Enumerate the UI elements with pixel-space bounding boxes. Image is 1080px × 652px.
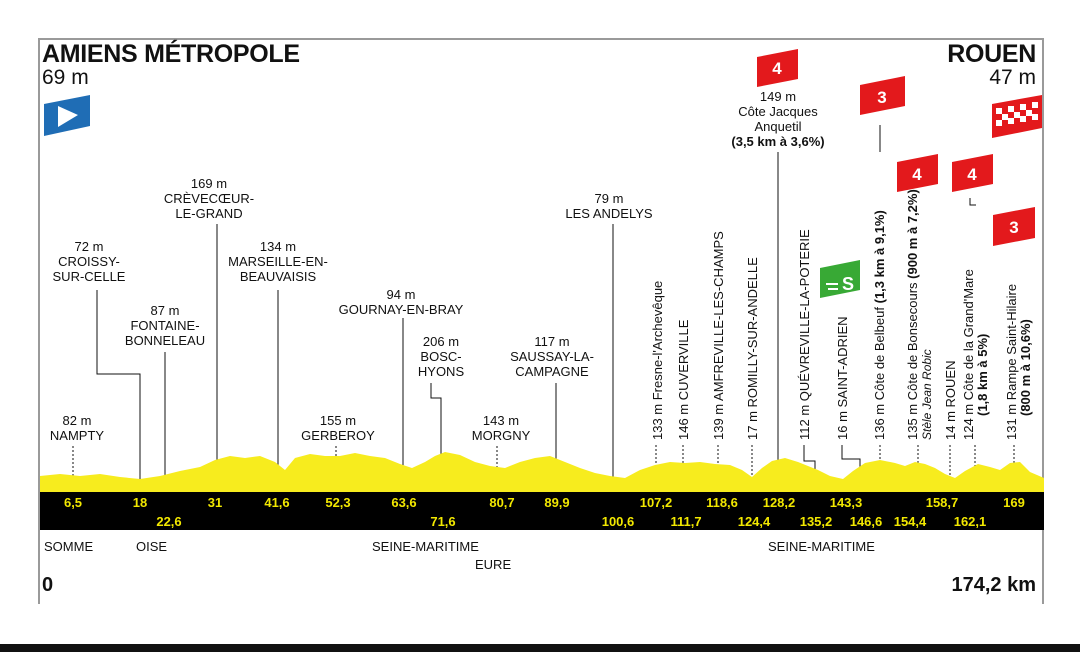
finish-altitude: 47 m	[989, 66, 1036, 89]
label-fresne: 133 m Fresne-l'Archevêque	[650, 280, 665, 440]
start-altitude: 69 m	[42, 66, 89, 89]
label-quevreville: 112 m QUÉVREVILLE-LA-POTERIE	[797, 229, 812, 440]
label-les-andelys: 79 m LES ANDELYS	[565, 191, 653, 221]
distance-mark: 22,6	[156, 514, 182, 529]
elevation-profile	[40, 452, 1044, 492]
label-cote-grandmare: 124 m Côte de la Grand'Mare (1,8 km à 5%…	[961, 269, 990, 440]
label-romilly: 17 m ROMILLY-SUR-ANDELLE	[745, 257, 760, 440]
distance-mark: 31	[207, 495, 223, 510]
distance-band	[40, 492, 1044, 530]
distance-mark: 107,2	[639, 495, 673, 510]
sprint-badge-icon: S	[820, 260, 860, 298]
climb-badge-sainthilaire-label: 3	[1009, 218, 1018, 237]
distance-mark: 100,6	[601, 514, 635, 529]
climb-badge-grandmare-label: 4	[967, 165, 977, 184]
climb-badge-grandmare-icon: 4	[952, 154, 993, 192]
label-crevecoeur: 169 m CRÈVECŒUR- LE-GRAND	[163, 176, 255, 221]
label-rouen-passage: 14 m ROUEN	[943, 360, 958, 440]
label-gournay: 94 m GOURNAY-EN-BRAY	[338, 287, 464, 317]
label-cote-jacques-anquetil: 149 m Côte Jacques Anquetil (3,5 km à 3,…	[731, 89, 825, 149]
distance-mark: 71,6	[430, 514, 456, 529]
distance-mark: 146,6	[849, 514, 883, 529]
distance-mark: 89,9	[544, 495, 570, 510]
label-saussay: 117 m SAUSSAY-LA- CAMPAGNE	[510, 334, 594, 379]
label-cuverville: 146 m CUVERVILLE	[676, 319, 691, 440]
distance-mark: 124,4	[737, 514, 771, 529]
distance-mark: 41,6	[264, 495, 290, 510]
label-amfreville: 139 m AMFREVILLE-LES-CHAMPS	[711, 231, 726, 440]
bottom-strip	[0, 644, 1080, 652]
region-oise: OISE	[136, 539, 168, 554]
label-cote-bonsecours: 135 m Côte de Bonsecours (900 m à 7,2%) …	[905, 189, 934, 440]
region-seine-maritime-2: SEINE-MARITIME	[768, 539, 875, 554]
label-gerberoy: 155 m GERBEROY	[301, 413, 375, 443]
distance-mark: 158,7	[925, 495, 959, 510]
distance-mark: 128,2	[762, 495, 796, 510]
distance-total: 174,2 km	[951, 574, 1036, 596]
distance-mark: 162,1	[953, 514, 987, 529]
label-marseille: 134 m MARSEILLE-EN- BEAUVAISIS	[228, 239, 328, 284]
distance-mark: 18	[132, 495, 148, 510]
label-morgny: 143 m MORGNY	[471, 413, 531, 443]
climb-badge-sainthilaire-icon: 3	[993, 207, 1035, 246]
distance-mark: 52,3	[325, 495, 351, 510]
climb-badge-belbeuf-icon: 3	[860, 76, 905, 115]
distance-mark: 63,6	[391, 495, 417, 510]
label-rampe-saint-hilaire: 131 m Rampe Saint-Hilaire (800 m à 10,6%…	[1004, 283, 1033, 440]
distance-mark: 143,3	[829, 495, 863, 510]
climb-badge-bonsecours-icon: 4	[897, 154, 938, 192]
region-seine-maritime-1: SEINE-MARITIME	[372, 539, 479, 554]
label-nampty: 82 m NAMPTY	[49, 413, 105, 443]
distance-mark: 135,2	[799, 514, 833, 529]
leader-lines	[72, 125, 1015, 480]
climb-badge-jacques-label: 4	[772, 59, 782, 78]
distance-mark: 6,5	[63, 495, 83, 510]
label-croissy: 72 m CROISSY- SUR-CELLE	[52, 239, 126, 284]
region-eure: EURE	[475, 557, 512, 572]
distance-mark: 154,4	[893, 514, 927, 529]
distance-mark: 111,7	[670, 514, 702, 529]
finish-flag-icon	[992, 95, 1042, 138]
distance-mark: 80,7	[489, 495, 515, 510]
label-bosc-hyons: 206 m BOSC- HYONS	[417, 334, 465, 379]
sprint-badge-label: S	[842, 274, 854, 294]
start-flag-icon	[44, 95, 90, 136]
label-fontaine: 87 m FONTAINE- BONNELEAU	[124, 303, 206, 348]
profile-frame	[38, 38, 1044, 604]
label-cote-belbeuf: 136 m Côte de Belbeuf (1,3 km à 9,1%)	[872, 210, 887, 440]
label-saint-adrien: 16 m SAINT-ADRIEN	[835, 316, 850, 440]
climb-badge-jacques-icon: 4	[757, 49, 798, 87]
region-somme: SOMME	[44, 539, 94, 554]
finish-name: ROUEN	[947, 40, 1036, 68]
climb-badge-bonsecours-label: 4	[912, 165, 922, 184]
distance-mark: 169	[1003, 495, 1025, 510]
distance-mark: 118,6	[706, 495, 738, 510]
climb-badge-belbeuf-label: 3	[877, 88, 886, 107]
distance-start: 0	[42, 574, 54, 596]
start-name: AMIENS MÉTROPOLE	[42, 40, 300, 68]
